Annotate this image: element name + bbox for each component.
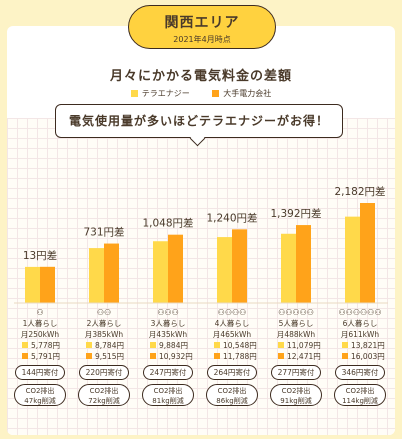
major-swatch (342, 353, 348, 359)
tera-price: 9,884円 (137, 340, 199, 351)
grid-background (7, 118, 395, 435)
tera-price: 11,079円 (265, 340, 327, 351)
major-price: 9,515円 (73, 351, 135, 362)
usage-label: 月385kWh (84, 330, 124, 339)
bar-tera-6 (345, 216, 360, 303)
usage-label: 月465kWh (212, 330, 252, 339)
co2-badge: CO2排出 72kg削減 (78, 384, 130, 406)
tera-swatch (278, 342, 284, 348)
tera-swatch (214, 342, 220, 348)
legend-item-major: 大手電力会社 (212, 88, 271, 99)
bar-tera-2 (89, 248, 104, 303)
tera-swatch (86, 342, 92, 348)
tera-swatch (342, 342, 348, 348)
donation-badge: 264円寄付 (207, 365, 257, 380)
household-label: 4人暮らし (214, 319, 250, 328)
major-swatch (86, 353, 92, 359)
diff-label-3: 1,048円差 (142, 217, 193, 230)
major-swatch (150, 353, 156, 359)
as-of-date: 2021年4月時点 (173, 35, 231, 44)
household-label: 1人暮らし (22, 319, 58, 328)
people-icon: ⚇⚇⚇⚇⚇⚇ (338, 308, 382, 317)
household-column: ⚇⚇⚇⚇ 4人暮らし月465kWh 10,548円 11,788円 264円寄付 CO2排… (201, 308, 263, 406)
usage-label: 月611kWh (340, 330, 380, 339)
main-card: 月々にかかる電気料金の差額 テラエナジー 大手電力会社 (7, 26, 395, 435)
household-column: ⚇⚇⚇⚇⚇ 5人暮らし月488kWh 11,079円 12,471円 277円寄付 CO2… (265, 308, 327, 406)
major-price: 10,932円 (137, 351, 199, 362)
bar-tera-1 (25, 266, 40, 303)
tera-price: 5,778円 (9, 340, 71, 351)
tera-swatch (22, 342, 28, 348)
diff-label-1: 13円差 (23, 249, 57, 262)
donation-badge: 277円寄付 (271, 365, 321, 380)
co2-badge: CO2排出 81kg削減 (142, 384, 194, 406)
donation-badge: 247円寄付 (143, 365, 193, 380)
major-swatch (214, 353, 220, 359)
household-label: 6人暮らし (342, 319, 378, 328)
people-icon: ⚇⚇⚇⚇⚇ (278, 308, 314, 317)
bar-tera-5 (281, 233, 296, 303)
household-column: ⚇ 1人暮らし月250kWh 5,778円 5,791円 144円寄付 CO2排出 47kg… (9, 308, 71, 406)
bar-major-2 (104, 243, 119, 303)
legend-label-major: 大手電力会社 (223, 89, 272, 98)
legend: テラエナジー 大手電力会社 (7, 88, 395, 99)
usage-label: 月488kWh (276, 330, 316, 339)
people-icon: ⚇⚇ (96, 308, 112, 317)
legend-label-tera: テラエナジー (141, 89, 190, 98)
household-column: ⚇⚇ 2人暮らし月385kWh 8,784円 9,515円 220円寄付 CO2排出 72k… (73, 308, 135, 406)
major-swatch (278, 353, 284, 359)
household-column: ⚇⚇⚇⚇⚇⚇ 6人暮らし月611kWh 13,821円 16,003円 346円寄付 CO… (329, 308, 391, 406)
co2-badge: CO2排出 47kg削減 (14, 384, 66, 406)
bar-tera-3 (153, 241, 168, 303)
co2-badge: CO2排出 91kg削減 (270, 384, 322, 406)
household-label: 3人暮らし (150, 319, 186, 328)
people-icon: ⚇⚇⚇⚇ (217, 308, 247, 317)
major-price: 5,791円 (9, 351, 71, 362)
tera-price: 10,548円 (201, 340, 263, 351)
major-price: 12,471円 (265, 351, 327, 362)
bar-major-3 (168, 234, 183, 303)
major-swatch (22, 353, 28, 359)
diff-label-6: 2,182円差 (334, 185, 385, 198)
legend-swatch-tera (130, 90, 138, 97)
people-icon: ⚇ (36, 308, 44, 317)
bar-tera-4 (217, 237, 232, 303)
co2-badge: CO2排出 86kg削減 (206, 384, 258, 406)
major-price: 16,003円 (329, 351, 391, 362)
tera-price: 8,784円 (73, 340, 135, 351)
usage-label: 月250kWh (20, 330, 60, 339)
donation-badge: 144円寄付 (15, 365, 65, 380)
co2-badge: CO2排出 114kg削減 (334, 384, 386, 406)
bar-major-5 (296, 225, 311, 303)
legend-swatch-major (212, 90, 220, 97)
household-column: ⚇⚇⚇ 3人暮らし月435kWh 9,884円 10,932円 247円寄付 CO2排出 8… (137, 308, 199, 406)
tera-price: 13,821円 (329, 340, 391, 351)
diff-label-5: 1,392円差 (270, 207, 321, 220)
people-icon: ⚇⚇⚇ (157, 308, 179, 317)
region-title: 関西エリア (164, 15, 240, 31)
legend-item-tera: テラエナジー (130, 88, 190, 99)
bar-major-6 (360, 203, 375, 303)
household-label: 2人暮らし (86, 319, 122, 328)
tera-swatch (150, 342, 156, 348)
major-price: 11,788円 (201, 351, 263, 362)
headline-bubble: 電気使用量が多いほどテラエナジーがお得！ (55, 104, 343, 138)
donation-badge: 220円寄付 (79, 365, 129, 380)
usage-label: 月435kWh (148, 330, 188, 339)
household-label: 5人暮らし (278, 319, 314, 328)
bar-major-1 (40, 266, 55, 303)
diff-label-2: 731円差 (83, 226, 124, 239)
donation-badge: 346円寄付 (335, 365, 385, 380)
bar-major-4 (232, 229, 247, 303)
chart-title: 月々にかかる電気料金の差額 (109, 69, 292, 84)
diff-label-4: 1,240円差 (206, 211, 257, 224)
region-badge: 関西エリア 2021年4月時点 (128, 5, 276, 49)
